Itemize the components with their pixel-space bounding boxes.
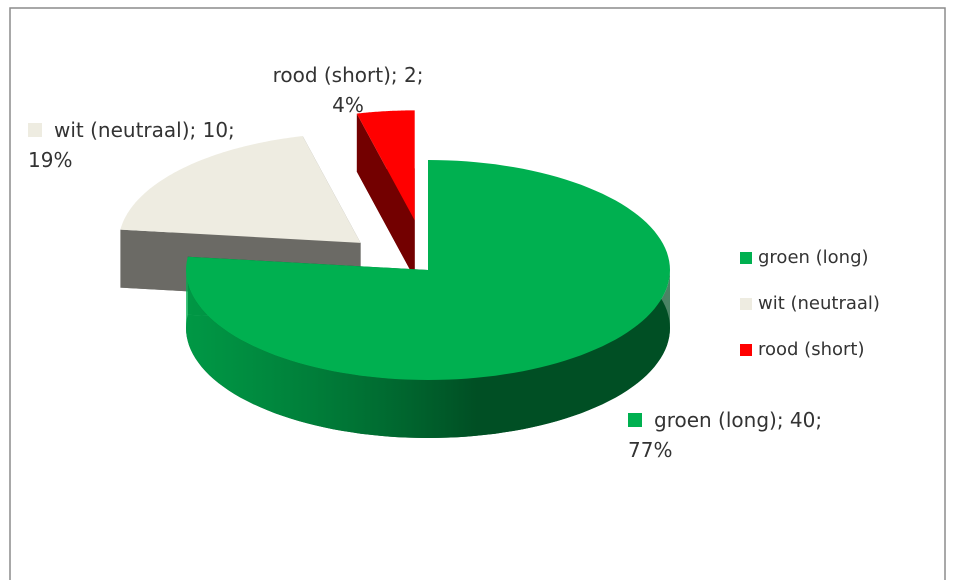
- pie-slice: [120, 136, 361, 243]
- data-label-text: wit (neutraal); 10; 19%: [28, 118, 235, 172]
- legend-label: groen (long): [758, 247, 869, 268]
- data-label-swatch: [28, 123, 42, 137]
- legend-swatch: [740, 298, 752, 310]
- legend-swatch: [740, 344, 752, 356]
- pie-slice: [356, 110, 415, 221]
- legend-swatch: [740, 252, 752, 264]
- data-label: rood (short); 2; 4%: [258, 60, 438, 120]
- slice-edge: [356, 113, 415, 279]
- legend-label: wit (neutraal): [758, 293, 880, 314]
- data-label: groen (long); 40; 77%: [628, 405, 848, 465]
- data-label-text: rood (short); 2; 4%: [272, 63, 424, 117]
- pie-slice: [186, 160, 670, 380]
- data-label-swatch: [628, 413, 642, 427]
- slice-side: [186, 270, 670, 438]
- legend-label: rood (short): [758, 339, 864, 360]
- data-label-text: groen (long); 40; 77%: [628, 408, 823, 462]
- data-label: wit (neutraal); 10; 19%: [28, 115, 258, 175]
